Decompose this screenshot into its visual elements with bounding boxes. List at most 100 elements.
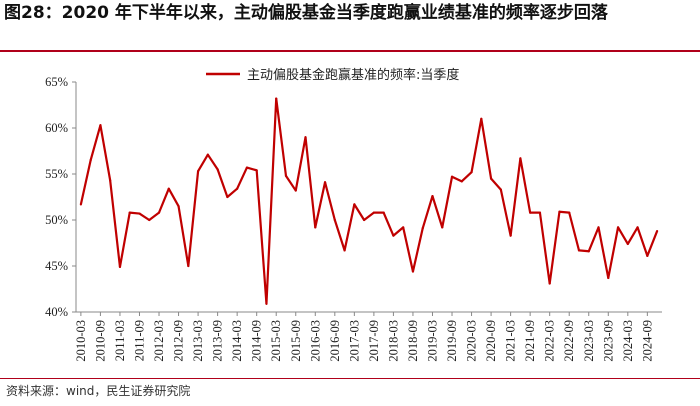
data-point <box>275 97 278 100</box>
x-tick-label: 2023-09 <box>601 320 615 362</box>
data-point <box>421 227 424 230</box>
data-point <box>402 226 405 229</box>
data-point <box>597 226 600 229</box>
source-note: 资料来源：wind，民生证券研究院 <box>6 384 191 398</box>
data-point <box>558 210 561 213</box>
x-tick-label: 2014-09 <box>250 320 264 362</box>
x-tick-label: 2011-09 <box>132 320 146 361</box>
legend-label: 主动偏股基金跑赢基准的频率:当季度 <box>247 67 459 83</box>
data-point <box>323 181 327 184</box>
y-tick-label: 40% <box>45 305 68 319</box>
data-point <box>89 159 92 162</box>
chart-legend: 主动偏股基金跑赢基准的频率:当季度 <box>206 67 459 83</box>
data-point <box>138 212 141 215</box>
x-tick-label: 2016-03 <box>308 320 322 362</box>
x-tick-label: 2023-03 <box>582 320 596 362</box>
x-tick-label: 2024-09 <box>640 320 654 362</box>
data-point <box>99 124 102 127</box>
y-tick-label: 45% <box>45 259 68 273</box>
x-tick-label: 2015-03 <box>269 320 283 362</box>
x-tick-label: 2020-09 <box>484 320 498 362</box>
x-tick-label: 2014-03 <box>230 320 244 362</box>
data-point <box>646 254 649 257</box>
data-point <box>343 249 346 252</box>
title-divider <box>0 50 700 52</box>
data-point <box>548 282 551 285</box>
data-point <box>363 218 366 222</box>
data-point <box>79 203 82 206</box>
data-point <box>392 234 395 237</box>
data-point <box>460 180 463 183</box>
data-point <box>568 211 571 214</box>
data-point <box>157 211 161 214</box>
data-point <box>118 265 122 269</box>
x-tick-label: 2010-03 <box>74 320 88 362</box>
data-point <box>265 302 268 305</box>
x-tick-labels: 2010-03 2010-09 2011-03 2011-09 2012-03 2012-… <box>74 320 654 362</box>
data-point <box>216 168 219 171</box>
data-point <box>499 188 502 191</box>
x-tick-label: 2018-09 <box>406 320 420 362</box>
x-tick-label: 2021-09 <box>523 320 537 362</box>
data-point <box>519 157 522 160</box>
y-tick-label: 60% <box>45 121 68 135</box>
x-tick-label: 2011-03 <box>113 320 127 361</box>
data-point <box>284 174 288 177</box>
data-point <box>226 195 229 199</box>
x-tick-label: 2012-03 <box>152 320 166 362</box>
data-point <box>509 234 512 237</box>
x-tick-label: 2021-03 <box>504 320 518 362</box>
series-layer <box>79 97 659 305</box>
y-tick-label: 50% <box>45 213 68 227</box>
data-point <box>636 226 639 229</box>
x-tick-label: 2013-03 <box>191 320 205 362</box>
data-point <box>656 229 659 233</box>
x-tick-label: 2024-03 <box>621 320 635 362</box>
x-tick-label: 2019-09 <box>445 320 459 362</box>
data-point <box>294 189 297 192</box>
data-point <box>333 218 336 222</box>
x-tick-label: 2017-09 <box>367 320 381 362</box>
x-tick-label: 2017-03 <box>347 320 361 362</box>
data-point <box>167 187 170 190</box>
data-point <box>616 226 620 229</box>
data-point <box>450 175 454 178</box>
data-point <box>148 218 151 222</box>
x-tick-label: 2019-03 <box>425 320 439 362</box>
data-point <box>177 205 180 208</box>
data-point <box>587 250 590 253</box>
data-point <box>353 203 356 206</box>
data-point <box>529 211 532 214</box>
x-tick-label: 2020-03 <box>465 320 479 362</box>
x-tick-label: 2018-03 <box>386 320 400 362</box>
data-point <box>255 169 258 172</box>
chart-axes <box>72 81 662 316</box>
data-point <box>489 177 493 180</box>
data-point <box>236 187 239 190</box>
data-point <box>480 117 483 120</box>
data-point <box>470 171 473 174</box>
data-point <box>372 211 375 214</box>
data-point <box>441 226 444 229</box>
data-point <box>109 179 112 182</box>
series-line <box>79 97 659 305</box>
y-tick-label: 65% <box>45 75 68 89</box>
data-point <box>538 211 542 214</box>
data-point <box>411 270 415 273</box>
y-tick-labels: 40% 45% 50% 55% 60% 65% <box>45 75 68 319</box>
data-point <box>577 249 581 252</box>
line-chart: 主动偏股基金跑赢基准的频率:当季度 40% 45% 50% 55% 60% 65% 201… <box>45 67 662 362</box>
x-tick-label: 2010-09 <box>93 320 107 362</box>
data-point <box>431 194 434 198</box>
y-tick-label: 55% <box>45 167 68 181</box>
x-tick-label: 2016-09 <box>328 320 342 362</box>
source-divider <box>0 378 700 379</box>
data-point <box>196 170 200 173</box>
x-tick-label: 2015-09 <box>289 320 303 362</box>
figure-title: 图28：2020 年下半年以来，主动偏股基金当季度跑赢业绩基准的频率逐步回落 <box>4 3 608 23</box>
x-tick-label: 2012-09 <box>172 320 186 362</box>
data-point <box>607 276 610 280</box>
x-tick-label: 2022-09 <box>562 320 576 362</box>
data-point <box>314 226 317 229</box>
data-point <box>206 153 209 156</box>
